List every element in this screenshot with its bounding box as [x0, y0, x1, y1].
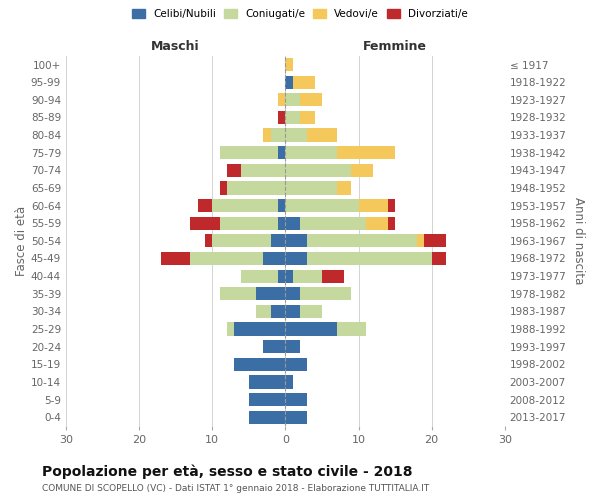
Bar — [256, 287, 286, 300]
Bar — [388, 199, 395, 212]
Bar — [286, 358, 307, 371]
Bar — [431, 252, 446, 265]
Bar — [351, 164, 373, 177]
Bar — [161, 252, 190, 265]
Bar — [234, 358, 286, 371]
Bar — [241, 164, 286, 177]
Bar — [256, 305, 271, 318]
Bar — [220, 287, 256, 300]
Bar — [286, 199, 359, 212]
Bar — [212, 234, 271, 247]
Bar — [286, 76, 293, 89]
Bar — [249, 410, 286, 424]
Y-axis label: Fasce di età: Fasce di età — [15, 206, 28, 276]
Bar — [300, 216, 366, 230]
Text: Maschi: Maschi — [151, 40, 200, 53]
Bar — [271, 234, 286, 247]
Bar — [322, 270, 344, 282]
Bar — [307, 234, 417, 247]
Bar — [271, 128, 286, 141]
Bar — [359, 199, 388, 212]
Y-axis label: Anni di nascita: Anni di nascita — [572, 197, 585, 284]
Bar — [234, 322, 286, 336]
Bar — [300, 111, 314, 124]
Bar — [286, 128, 307, 141]
Bar — [241, 270, 278, 282]
Bar — [220, 216, 278, 230]
Bar — [263, 128, 271, 141]
Text: Femmine: Femmine — [363, 40, 427, 53]
Bar — [286, 216, 300, 230]
Bar — [337, 146, 395, 160]
Bar — [286, 182, 337, 194]
Bar — [197, 199, 212, 212]
Bar — [300, 93, 322, 106]
Bar — [278, 111, 286, 124]
Bar — [278, 199, 286, 212]
Bar — [286, 58, 293, 71]
Bar — [286, 410, 307, 424]
Bar — [278, 270, 286, 282]
Bar — [249, 376, 286, 388]
Bar — [286, 287, 300, 300]
Bar — [286, 340, 300, 353]
Text: COMUNE DI SCOPELLO (VC) - Dati ISTAT 1° gennaio 2018 - Elaborazione TUTTITALIA.I: COMUNE DI SCOPELLO (VC) - Dati ISTAT 1° … — [42, 484, 429, 493]
Bar — [227, 322, 234, 336]
Bar — [278, 216, 286, 230]
Bar — [286, 376, 293, 388]
Bar — [249, 393, 286, 406]
Bar — [293, 76, 314, 89]
Bar — [263, 340, 286, 353]
Bar — [388, 216, 395, 230]
Bar — [424, 234, 446, 247]
Bar — [286, 322, 337, 336]
Legend: Celibi/Nubili, Coniugati/e, Vedovi/e, Divorziati/e: Celibi/Nubili, Coniugati/e, Vedovi/e, Di… — [128, 5, 472, 24]
Bar — [366, 216, 388, 230]
Bar — [190, 252, 263, 265]
Bar — [286, 252, 307, 265]
Bar — [227, 164, 241, 177]
Bar — [220, 146, 278, 160]
Bar — [286, 393, 307, 406]
Bar — [227, 182, 286, 194]
Bar — [286, 93, 300, 106]
Bar — [293, 270, 322, 282]
Bar — [337, 322, 366, 336]
Bar — [286, 164, 351, 177]
Bar — [307, 252, 431, 265]
Bar — [417, 234, 424, 247]
Bar — [286, 146, 337, 160]
Bar — [271, 305, 286, 318]
Text: Popolazione per età, sesso e stato civile - 2018: Popolazione per età, sesso e stato civil… — [42, 464, 413, 479]
Bar — [212, 199, 278, 212]
Bar — [190, 216, 220, 230]
Bar — [286, 270, 293, 282]
Bar — [307, 128, 337, 141]
Bar — [300, 287, 351, 300]
Bar — [205, 234, 212, 247]
Bar — [286, 234, 307, 247]
Bar — [300, 305, 322, 318]
Bar — [278, 93, 286, 106]
Bar — [220, 182, 227, 194]
Bar — [286, 305, 300, 318]
Bar — [337, 182, 351, 194]
Bar — [278, 146, 286, 160]
Bar — [263, 252, 286, 265]
Bar — [286, 111, 300, 124]
